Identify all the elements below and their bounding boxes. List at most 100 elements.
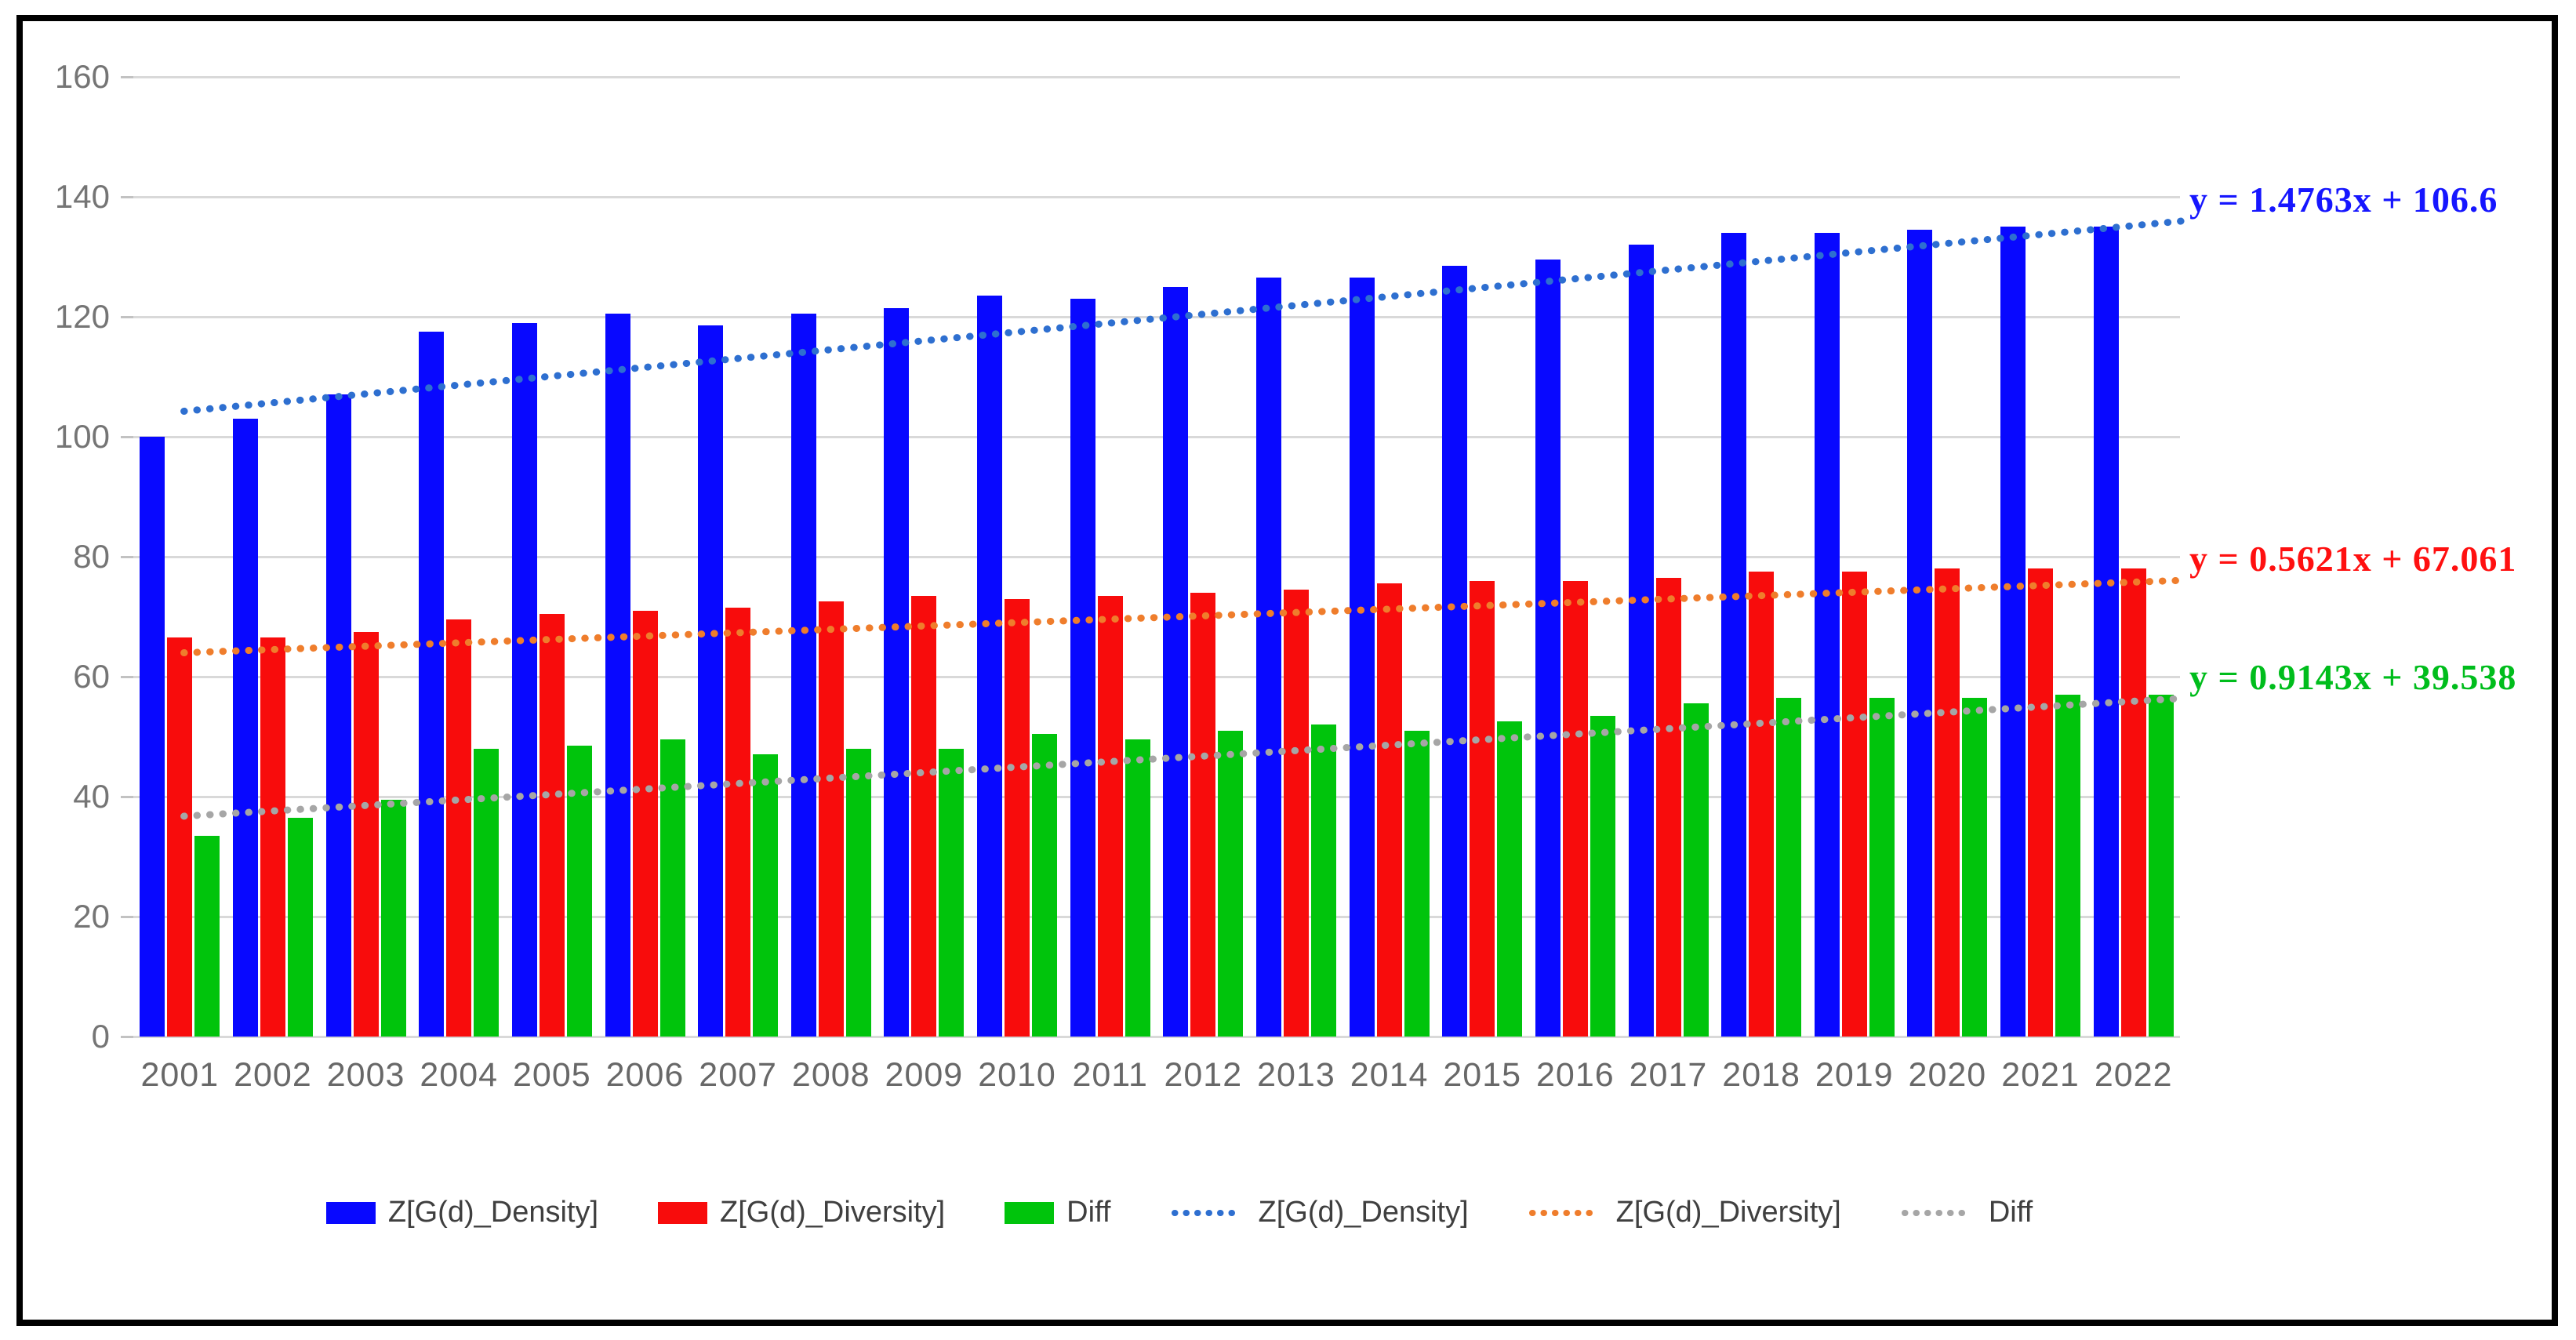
bar-diff-2009 <box>939 748 965 1037</box>
bar-z-g-d-diversity--2007 <box>725 608 751 1037</box>
x-axis-label-2010: 2010 <box>978 1056 1056 1094</box>
y-axis-tick-0 <box>121 1036 133 1038</box>
bar-z-g-d-density--2003 <box>325 394 351 1037</box>
x-axis-label-2015: 2015 <box>1443 1056 1522 1094</box>
legend-item-diff-trend: Diff <box>1901 1196 2033 1229</box>
bar-diff-2012 <box>1218 730 1244 1037</box>
x-axis-label-2018: 2018 <box>1722 1056 1800 1094</box>
x-axis-label-2019: 2019 <box>1815 1056 1894 1094</box>
bar-z-g-d-density--2016 <box>1535 260 1560 1037</box>
x-axis-label-2006: 2006 <box>605 1056 685 1094</box>
bar-z-g-d-density--2009 <box>884 307 910 1037</box>
bar-z-g-d-density--2002 <box>232 419 258 1037</box>
legend-item-density-trend: Z[G(d)_Density] <box>1171 1196 1469 1229</box>
bar-z-g-d-density--2013 <box>1255 278 1281 1037</box>
bar-z-g-d-diversity--2006 <box>632 610 658 1037</box>
bar-diff-2003 <box>380 799 406 1037</box>
bar-z-g-d-density--2021 <box>2000 227 2026 1037</box>
bar-z-g-d-diversity--2002 <box>260 637 285 1037</box>
dotted-line-icon <box>1528 1209 1603 1216</box>
bar-z-g-d-diversity--2003 <box>353 631 379 1037</box>
y-axis-tick-label: 20 <box>73 898 110 935</box>
y-axis-tick-label: 0 <box>91 1018 110 1055</box>
bar-z-g-d-density--2015 <box>1442 265 1468 1037</box>
bar-z-g-d-diversity--2008 <box>818 601 844 1037</box>
bar-diff-2005 <box>566 745 592 1037</box>
y-axis-tick-80 <box>121 556 133 558</box>
gridline-140 <box>133 196 2180 198</box>
figure-border: 0 20 40 60 80 100 120 140 160 2001 2002 2003 2004 200… <box>16 15 2558 1326</box>
y-axis-tick-60 <box>121 676 133 678</box>
gridline-0 <box>133 1036 2180 1038</box>
bar-diff-2001 <box>194 835 220 1037</box>
legend-item-diversity-trend: Z[G(d)_Diversity] <box>1528 1196 1841 1229</box>
bar-z-g-d-density--2006 <box>605 314 630 1037</box>
x-axis-label-2002: 2002 <box>234 1056 312 1094</box>
bar-z-g-d-density--2017 <box>1628 245 1654 1037</box>
bar-z-g-d-diversity--2017 <box>1655 577 1681 1037</box>
legend-label: Diff <box>1988 1196 2033 1229</box>
trend-equation-diversity: y = 0.5621x + 67.061 <box>2189 539 2517 579</box>
dotted-line-icon <box>1901 1209 1975 1216</box>
y-axis-tick-label: 160 <box>54 58 110 95</box>
y-axis-tick-label: 140 <box>54 178 110 215</box>
bar-diff-2020 <box>1962 697 1988 1037</box>
legend-label: Diff <box>1066 1196 1111 1229</box>
legend-label: Z[G(d)_Density] <box>1258 1196 1469 1229</box>
trend-equation-diff: y = 0.9143x + 39.538 <box>2189 656 2517 697</box>
bar-z-g-d-diversity--2004 <box>446 619 472 1037</box>
bar-diff-2006 <box>659 739 685 1037</box>
y-axis-tick-label: 120 <box>54 298 110 335</box>
bar-z-g-d-diversity--2012 <box>1190 592 1216 1037</box>
x-axis-label-2017: 2017 <box>1629 1056 1708 1094</box>
x-axis-label-2004: 2004 <box>420 1056 499 1094</box>
bar-diff-2004 <box>474 748 500 1037</box>
y-axis-tick-20 <box>121 916 133 918</box>
y-axis-tick-label: 80 <box>73 538 110 575</box>
bar-diff-2016 <box>1590 715 1615 1037</box>
bar-z-g-d-density--2001 <box>140 437 165 1037</box>
bar-z-g-d-density--2007 <box>698 325 724 1037</box>
bar-z-g-d-diversity--2005 <box>539 613 565 1037</box>
legend-swatch-diversity <box>658 1201 708 1224</box>
x-axis-label-2007: 2007 <box>699 1056 777 1094</box>
x-axis-label-2008: 2008 <box>791 1056 870 1094</box>
bar-z-g-d-diversity--2014 <box>1376 583 1402 1037</box>
bar-z-g-d-diversity--2022 <box>2120 568 2146 1037</box>
gridline-160 <box>133 76 2180 78</box>
x-axis-label-2009: 2009 <box>885 1056 964 1094</box>
bar-diff-2010 <box>1032 733 1058 1037</box>
bar-z-g-d-diversity--2021 <box>2028 568 2054 1037</box>
legend-label: Z[G(d)_Density] <box>387 1196 599 1229</box>
y-axis-tick-40 <box>121 796 133 798</box>
x-axis-label-2003: 2003 <box>326 1056 405 1094</box>
bar-diff-2007 <box>753 754 779 1037</box>
y-axis-tick-140 <box>121 196 133 198</box>
gridline-20 <box>133 916 2180 918</box>
trend-equation-density: y = 1.4763x + 106.6 <box>2189 179 2498 220</box>
bar-diff-2021 <box>2055 694 2081 1037</box>
bar-diff-2022 <box>2148 694 2174 1037</box>
y-axis-tick-label: 40 <box>73 778 110 815</box>
bar-diff-2011 <box>1125 739 1150 1037</box>
y-axis-tick-label: 60 <box>73 658 110 695</box>
legend-item-density-bar: Z[G(d)_Density] <box>325 1196 599 1229</box>
legend-label: Z[G(d)_Diversity] <box>1615 1196 1841 1229</box>
bar-z-g-d-diversity--2019 <box>1841 572 1867 1037</box>
bar-z-g-d-diversity--2009 <box>911 595 937 1037</box>
bar-z-g-d-diversity--2011 <box>1097 595 1123 1037</box>
bar-diff-2015 <box>1497 721 1523 1037</box>
dotted-line-icon <box>1171 1209 1245 1216</box>
bar-z-g-d-diversity--2015 <box>1470 580 1495 1037</box>
bar-z-g-d-diversity--2016 <box>1562 580 1588 1037</box>
legend-swatch-density <box>325 1201 376 1224</box>
bar-z-g-d-density--2010 <box>977 296 1003 1037</box>
y-axis-tick-label: 100 <box>54 418 110 455</box>
bar-z-g-d-diversity--2020 <box>1935 568 1960 1037</box>
bar-diff-2013 <box>1310 724 1336 1037</box>
bar-diff-2002 <box>287 817 313 1037</box>
bar-z-g-d-diversity--2010 <box>1005 598 1030 1037</box>
gridline-80 <box>133 556 2180 558</box>
x-axis-label-2012: 2012 <box>1164 1056 1243 1094</box>
